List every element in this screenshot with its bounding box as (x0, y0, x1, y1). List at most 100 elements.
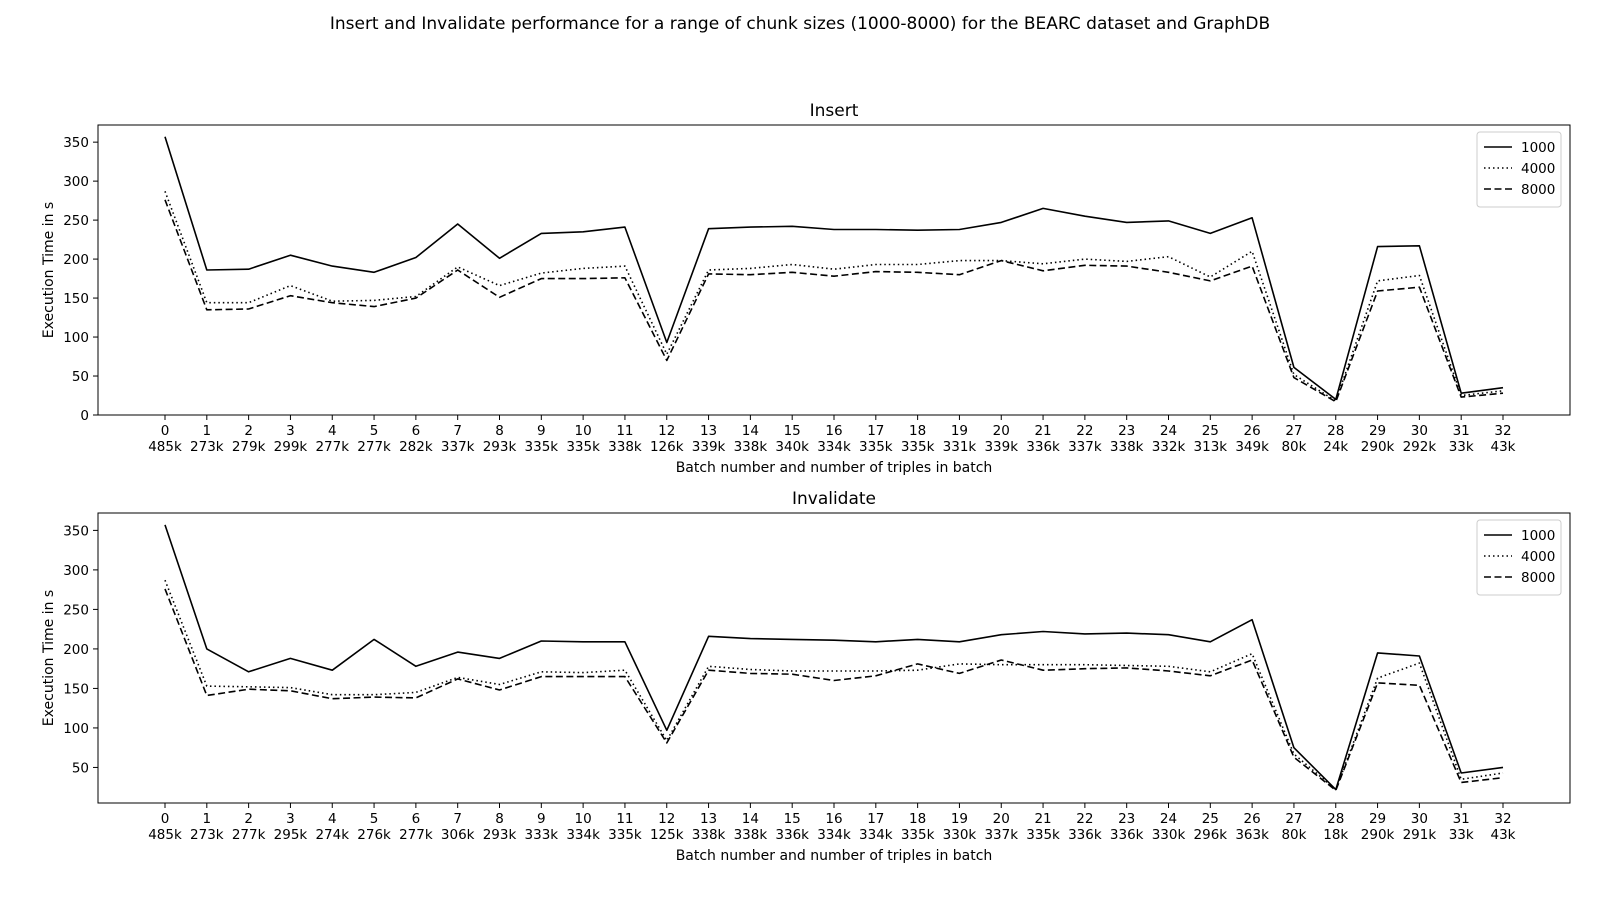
x-tick-label: 5 277k (357, 423, 391, 455)
x-tick-label: 15 336k (775, 811, 809, 843)
y-tick-label: 250 (63, 602, 89, 618)
x-tick-label: 25 313k (1194, 423, 1228, 455)
series-line-4000 (164, 191, 1504, 402)
x-tick-label: 29 290k (1361, 423, 1395, 455)
x-tick-label: 10 335k (566, 423, 600, 455)
x-tick-label: 19 331k (943, 423, 977, 455)
x-tick-label: 12 125k (650, 811, 684, 843)
x-tick-label: 16 334k (817, 811, 851, 843)
x-tick-label: 14 338k (734, 811, 768, 843)
x-tick-label: 9 333k (525, 811, 559, 843)
x-tick-label: 15 340k (775, 423, 809, 455)
legend-label: 4000 (1521, 161, 1555, 177)
x-tick-label: 32 43k (1491, 811, 1516, 843)
x-tick-label: 27 80k (1281, 811, 1306, 843)
x-tick-label: 27 80k (1281, 423, 1306, 455)
x-axis-label: Batch number and number of triples in ba… (676, 460, 993, 476)
x-tick-label: 20 339k (984, 423, 1018, 455)
x-tick-label: 2 277k (232, 811, 266, 843)
x-tick-label: 30 291k (1403, 811, 1437, 843)
y-tick-label: 250 (63, 213, 89, 229)
y-tick-label: 200 (63, 252, 89, 268)
x-tick-label: 3 295k (274, 811, 308, 843)
x-tick-label: 6 282k (399, 423, 433, 455)
plot-frame (97, 512, 1571, 804)
legend: 1000 4000 8000 (1476, 131, 1562, 208)
figure-title: Insert and Invalidate performance for a … (329, 14, 1271, 34)
x-tick-label: 0 485k (148, 811, 182, 843)
x-tick-label: 23 336k (1110, 811, 1144, 843)
y-axis-label: Execution Time in s (41, 202, 57, 338)
x-tick-label: 24 332k (1152, 423, 1186, 455)
x-tick-label: 31 33k (1449, 811, 1474, 843)
x-tick-label: 32 43k (1491, 423, 1516, 455)
x-tick-label: 4 274k (315, 811, 349, 843)
x-tick-label: 19 330k (943, 811, 977, 843)
x-tick-label: 28 18k (1323, 811, 1348, 843)
x-tick-label: 1 273k (190, 423, 224, 455)
legend: 1000 4000 8000 (1476, 519, 1562, 596)
x-tick-label: 9 335k (525, 423, 559, 455)
x-tick-label: 22 336k (1068, 811, 1102, 843)
series-line-8000 (164, 588, 1504, 792)
subplot-title: Invalidate (792, 489, 876, 509)
x-tick-label: 17 334k (859, 811, 893, 843)
x-tick-label: 0 485k (148, 423, 182, 455)
y-tick-label: 300 (63, 174, 89, 190)
y-tick-label: 350 (63, 523, 89, 539)
x-tick-label: 5 276k (357, 811, 391, 843)
x-tick-label: 11 335k (608, 811, 642, 843)
series-line-8000 (164, 199, 1504, 403)
y-tick-label: 0 (80, 408, 89, 424)
x-tick-label: 14 338k (734, 423, 768, 455)
y-tick-label: 50 (72, 760, 89, 776)
y-tick-label: 50 (72, 369, 89, 385)
x-tick-label: 1 273k (190, 811, 224, 843)
x-tick-label: 30 292k (1403, 423, 1437, 455)
x-tick-label: 6 277k (399, 811, 433, 843)
x-tick-label: 18 335k (901, 423, 935, 455)
x-tick-label: 28 24k (1323, 423, 1348, 455)
legend-label: 8000 (1521, 182, 1555, 198)
x-tick-label: 22 337k (1068, 423, 1102, 455)
x-tick-label: 18 335k (901, 811, 935, 843)
x-tick-label: 7 337k (441, 423, 475, 455)
y-tick-label: 300 (63, 563, 89, 579)
y-tick-label: 150 (63, 681, 89, 697)
x-tick-label: 4 277k (315, 423, 349, 455)
x-axis-label: Batch number and number of triples in ba… (676, 848, 993, 864)
y-axis-label: Execution Time in s (41, 590, 57, 726)
x-tick-label: 21 335k (1026, 811, 1060, 843)
x-tick-label: 10 334k (566, 811, 600, 843)
x-tick-label: 3 299k (274, 423, 308, 455)
x-tick-label: 26 349k (1235, 423, 1269, 455)
y-tick-label: 350 (63, 135, 89, 151)
x-tick-label: 12 126k (650, 423, 684, 455)
series-line-4000 (164, 579, 1504, 791)
legend-label: 4000 (1521, 549, 1555, 565)
plot-frame (97, 124, 1571, 416)
subplot-title: Insert (810, 101, 859, 121)
y-tick-label: 100 (63, 330, 89, 346)
y-tick-label: 200 (63, 642, 89, 658)
x-tick-label: 13 339k (692, 423, 726, 455)
x-tick-label: 20 337k (984, 811, 1018, 843)
x-tick-label: 24 330k (1152, 811, 1186, 843)
x-tick-label: 7 306k (441, 811, 475, 843)
x-tick-label: 8 293k (483, 423, 517, 455)
x-tick-label: 25 296k (1194, 811, 1228, 843)
x-tick-label: 21 336k (1026, 423, 1060, 455)
series-line-1000 (164, 524, 1504, 791)
x-tick-label: 29 290k (1361, 811, 1395, 843)
x-tick-label: 23 338k (1110, 423, 1144, 455)
x-tick-label: 16 334k (817, 423, 851, 455)
x-tick-label: 8 293k (483, 811, 517, 843)
legend-label: 1000 (1521, 140, 1555, 156)
x-tick-label: 13 338k (692, 811, 726, 843)
x-tick-label: 2 279k (232, 423, 266, 455)
y-tick-label: 150 (63, 291, 89, 307)
